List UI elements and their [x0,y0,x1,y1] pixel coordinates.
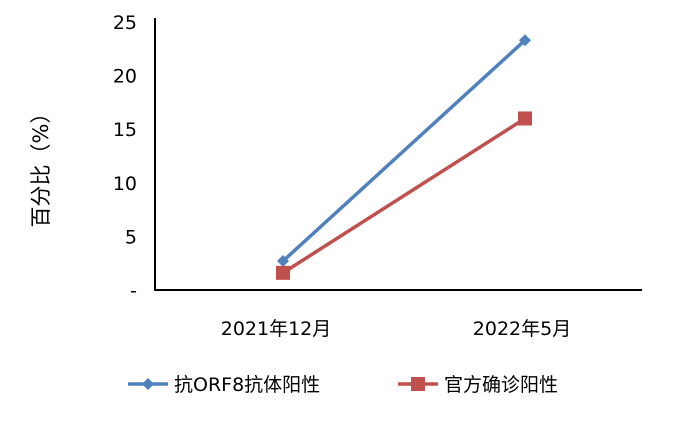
legend-marker-diamond [142,378,154,390]
series-line-1 [281,38,527,263]
y-tick-label: 5 [125,226,137,248]
y-tick-label: 25 [113,12,137,34]
legend-label: 官方确诊阳性 [444,374,558,396]
data-point-diamond [519,34,531,47]
series-line-2 [282,117,526,275]
x-tick-label: 2021年12月 [221,318,332,340]
y-tick-label: 20 [113,66,137,88]
data-point-diamond [277,255,289,268]
y-tick-label: - [130,280,137,302]
y-tick-label: 15 [113,119,137,141]
y-tick-label: 10 [113,173,137,195]
data-point-square [518,111,532,126]
x-tick-label: 2022年5月 [473,318,571,340]
y-axis-label: 百分比（%） [29,103,53,228]
legend-marker-square [411,377,425,391]
data-point-square [276,265,290,280]
legend-label: 抗ORF8抗体阳性 [174,374,320,396]
